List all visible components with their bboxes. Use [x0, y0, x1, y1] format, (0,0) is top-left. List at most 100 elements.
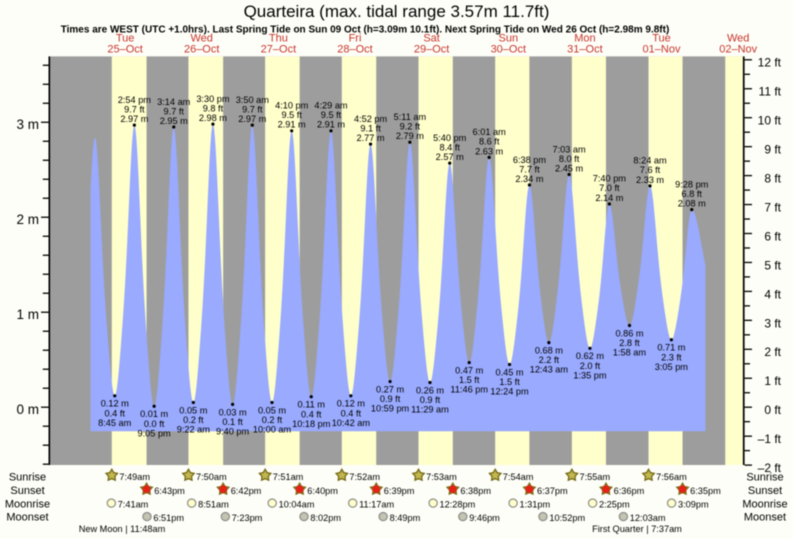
svg-text:7.6 ft: 7.6 ft [640, 165, 661, 175]
svg-text:Moonrise: Moonrise [742, 498, 787, 510]
svg-text:10:42 am: 10:42 am [332, 418, 371, 428]
svg-text:0 ft: 0 ft [764, 403, 781, 417]
svg-text:Quarteira (max. tidal range 3.: Quarteira (max. tidal range 3.57m 11.7ft… [244, 2, 550, 21]
svg-text:26–Oct: 26–Oct [184, 43, 219, 55]
svg-text:2.77 m: 2.77 m [357, 133, 385, 143]
svg-text:2.95 m: 2.95 m [160, 116, 188, 126]
svg-text:9:05 pm: 9:05 pm [138, 428, 172, 438]
svg-text:0.9 ft: 0.9 ft [420, 395, 441, 405]
svg-text:7:56am: 7:56am [656, 472, 687, 482]
svg-text:02–Nov: 02–Nov [719, 43, 757, 55]
svg-text:2.34 m: 2.34 m [515, 174, 543, 184]
svg-text:10:52pm: 10:52pm [549, 513, 585, 523]
svg-text:1 m: 1 m [16, 307, 39, 322]
svg-text:6.8 ft: 6.8 ft [682, 189, 703, 199]
svg-text:4:52 pm: 4:52 pm [354, 114, 388, 124]
svg-text:1.5 ft: 1.5 ft [499, 377, 520, 387]
svg-text:2.91 m: 2.91 m [278, 120, 306, 130]
svg-text:Sunset: Sunset [748, 485, 782, 497]
svg-text:12:24 pm: 12:24 pm [490, 387, 529, 397]
svg-text:7 ft: 7 ft [764, 200, 781, 214]
svg-text:Moonset: Moonset [6, 512, 48, 524]
svg-text:New Moon | 11:48am: New Moon | 11:48am [79, 524, 166, 534]
svg-text:2:25pm: 2:25pm [599, 500, 630, 510]
svg-text:6:38 pm: 6:38 pm [513, 155, 547, 165]
svg-text:1.5 ft: 1.5 ft [459, 375, 480, 385]
svg-text:Sunrise: Sunrise [746, 472, 783, 484]
svg-text:9.7 ft: 9.7 ft [164, 106, 185, 116]
svg-text:2.0 ft: 2.0 ft [580, 361, 601, 371]
svg-text:0.11 m: 0.11 m [298, 400, 326, 410]
svg-text:Sunset: Sunset [10, 485, 44, 497]
svg-text:Sunrise: Sunrise [9, 472, 46, 484]
svg-text:Fri: Fri [349, 33, 362, 45]
svg-text:2:54 pm: 2:54 pm [118, 95, 152, 105]
svg-text:9.1 ft: 9.1 ft [360, 123, 381, 133]
svg-text:2.57 m: 2.57 m [436, 152, 464, 162]
svg-text:–2 ft: –2 ft [758, 461, 782, 475]
svg-text:2.33 m: 2.33 m [636, 175, 664, 185]
svg-text:6:01 am: 6:01 am [473, 127, 507, 137]
svg-text:0.27 m: 0.27 m [376, 384, 404, 394]
svg-text:2.14 m: 2.14 m [595, 193, 623, 203]
svg-text:27–Oct: 27–Oct [261, 43, 296, 55]
svg-text:0.05 m: 0.05 m [258, 405, 286, 415]
svg-text:7:49am: 7:49am [119, 472, 150, 482]
svg-text:01–Nov: 01–Nov [643, 43, 681, 55]
svg-text:7.7 ft: 7.7 ft [519, 164, 540, 174]
svg-text:12:28pm: 12:28pm [440, 500, 476, 510]
svg-text:3:05 pm: 3:05 pm [655, 362, 689, 372]
svg-text:3:50 am: 3:50 am [236, 95, 270, 105]
svg-text:11:29 am: 11:29 am [411, 405, 449, 415]
svg-text:Sun: Sun [499, 33, 519, 45]
svg-text:8:49pm: 8:49pm [390, 513, 421, 523]
svg-text:9:40 pm: 9:40 pm [216, 426, 250, 436]
svg-text:7:54am: 7:54am [503, 472, 534, 482]
svg-text:6:38pm: 6:38pm [460, 486, 491, 496]
svg-text:2.3 ft: 2.3 ft [661, 352, 682, 362]
svg-text:9.2 ft: 9.2 ft [400, 122, 421, 132]
svg-text:11:46 pm: 11:46 pm [450, 385, 488, 395]
svg-text:9.7 ft: 9.7 ft [124, 104, 145, 114]
svg-text:8:02pm: 8:02pm [310, 513, 341, 523]
svg-text:0.68 m: 0.68 m [535, 346, 563, 356]
svg-text:0.4 ft: 0.4 ft [105, 408, 126, 418]
svg-text:1 ft: 1 ft [764, 374, 781, 388]
svg-text:31–Oct: 31–Oct [567, 43, 602, 55]
svg-text:3:30 pm: 3:30 pm [196, 94, 230, 104]
svg-text:Tue: Tue [116, 33, 135, 45]
svg-text:5:40 pm: 5:40 pm [433, 133, 467, 143]
svg-text:9:46pm: 9:46pm [469, 513, 500, 523]
svg-text:30–Oct: 30–Oct [491, 43, 526, 55]
svg-text:6:51pm: 6:51pm [153, 513, 184, 523]
svg-text:5 ft: 5 ft [764, 258, 781, 272]
svg-text:0.12 m: 0.12 m [101, 399, 129, 409]
svg-text:9.5 ft: 9.5 ft [281, 110, 302, 120]
svg-text:2.63 m: 2.63 m [475, 146, 503, 156]
svg-text:2.08 m: 2.08 m [678, 199, 706, 209]
svg-text:0.62 m: 0.62 m [576, 351, 604, 361]
svg-text:0.47 m: 0.47 m [455, 365, 483, 375]
svg-text:Sat: Sat [423, 33, 440, 45]
svg-text:7.0 ft: 7.0 ft [599, 183, 620, 193]
svg-text:0.05 m: 0.05 m [179, 405, 207, 415]
svg-text:0.2 ft: 0.2 ft [183, 415, 204, 425]
svg-text:3 ft: 3 ft [764, 316, 781, 330]
svg-text:6:40pm: 6:40pm [307, 486, 338, 496]
svg-text:2.2 ft: 2.2 ft [539, 355, 560, 365]
svg-text:0.03 m: 0.03 m [219, 407, 247, 417]
svg-text:10 ft: 10 ft [758, 114, 782, 128]
svg-text:9.5 ft: 9.5 ft [321, 110, 342, 120]
svg-text:Tue: Tue [652, 33, 671, 45]
svg-text:11 ft: 11 ft [759, 85, 782, 99]
svg-text:28–Oct: 28–Oct [337, 43, 372, 55]
svg-text:2.91 m: 2.91 m [317, 120, 345, 130]
svg-text:6:39pm: 6:39pm [384, 486, 415, 496]
svg-text:First Quarter | 7:37am: First Quarter | 7:37am [592, 524, 682, 534]
svg-text:0.71 m: 0.71 m [657, 343, 685, 353]
svg-text:0.2 ft: 0.2 ft [262, 415, 283, 425]
svg-text:9:28 pm: 9:28 pm [675, 179, 709, 189]
svg-text:2.45 m: 2.45 m [555, 163, 583, 173]
svg-text:0.1 ft: 0.1 ft [222, 417, 243, 427]
svg-text:3 m: 3 m [16, 117, 39, 132]
